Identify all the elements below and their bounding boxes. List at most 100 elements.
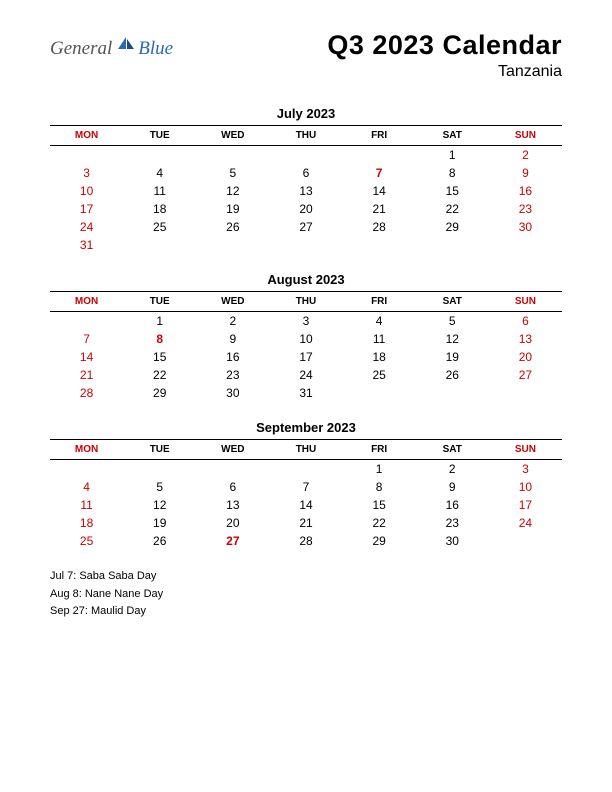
calendar-day-cell: 8 xyxy=(343,478,416,496)
calendar-day-cell: 24 xyxy=(50,218,123,236)
calendar-day-cell: 10 xyxy=(489,478,562,496)
calendar-table: MONTUEWEDTHUFRISATSUN1234567891011121314… xyxy=(50,125,562,254)
calendar-day-cell xyxy=(489,384,562,402)
calendar-day-cell: 16 xyxy=(416,496,489,514)
calendar-day-cell: 27 xyxy=(269,218,342,236)
calendar-day-cell: 14 xyxy=(343,182,416,200)
holiday-list: Jul 7: Saba Saba DayAug 8: Nane Nane Day… xyxy=(50,568,562,621)
calendar-day-cell: 21 xyxy=(269,514,342,532)
calendar-day-cell: 16 xyxy=(196,348,269,366)
calendar-day-cell: 19 xyxy=(416,348,489,366)
calendar-day-cell: 20 xyxy=(489,348,562,366)
calendar-day-cell: 29 xyxy=(123,384,196,402)
calendar-day-cell: 31 xyxy=(50,236,123,254)
page-subtitle: Tanzania xyxy=(327,63,562,81)
calendar-day-cell: 16 xyxy=(489,182,562,200)
calendar-week-row: 10111213141516 xyxy=(50,182,562,200)
calendar-day-cell: 14 xyxy=(269,496,342,514)
calendar-day-cell: 29 xyxy=(343,532,416,550)
calendar-day-cell: 2 xyxy=(489,146,562,165)
day-header: WED xyxy=(196,126,269,146)
day-header: SUN xyxy=(489,126,562,146)
calendar-day-cell: 4 xyxy=(50,478,123,496)
calendar-day-cell: 30 xyxy=(196,384,269,402)
calendar-day-cell xyxy=(196,460,269,479)
calendar-day-cell: 27 xyxy=(196,532,269,550)
calendar-day-cell: 6 xyxy=(196,478,269,496)
day-header: FRI xyxy=(343,126,416,146)
calendar-week-row: 18192021222324 xyxy=(50,514,562,532)
calendar-day-cell xyxy=(196,146,269,165)
calendar-table: MONTUEWEDTHUFRISATSUN1234567891011121314… xyxy=(50,291,562,402)
calendar-day-cell xyxy=(489,236,562,254)
calendar-day-cell xyxy=(50,312,123,331)
calendar-day-cell: 24 xyxy=(269,366,342,384)
day-header: TUE xyxy=(123,126,196,146)
holiday-entry: Aug 8: Nane Nane Day xyxy=(50,586,562,604)
calendar-week-row: 12 xyxy=(50,146,562,165)
calendar-day-cell: 21 xyxy=(343,200,416,218)
title-block: Q3 2023 Calendar Tanzania xyxy=(327,30,562,81)
calendar-day-cell: 10 xyxy=(50,182,123,200)
calendar-day-cell: 7 xyxy=(343,164,416,182)
day-header: SAT xyxy=(416,292,489,312)
day-header: SAT xyxy=(416,126,489,146)
calendar-day-cell: 5 xyxy=(196,164,269,182)
calendar-day-cell: 31 xyxy=(269,384,342,402)
holiday-entry: Jul 7: Saba Saba Day xyxy=(50,568,562,586)
calendar-day-cell: 13 xyxy=(269,182,342,200)
calendar-day-cell: 13 xyxy=(196,496,269,514)
holiday-entry: Sep 27: Maulid Day xyxy=(50,603,562,621)
calendar-day-cell: 22 xyxy=(343,514,416,532)
calendar-day-cell: 3 xyxy=(269,312,342,331)
calendar-day-cell: 4 xyxy=(343,312,416,331)
calendar-day-cell: 7 xyxy=(50,330,123,348)
calendar-day-cell: 29 xyxy=(416,218,489,236)
calendar-day-cell: 5 xyxy=(123,478,196,496)
calendar-day-cell: 3 xyxy=(50,164,123,182)
calendar-day-cell: 26 xyxy=(416,366,489,384)
calendar-day-cell xyxy=(343,384,416,402)
logo-text-general: General xyxy=(50,38,112,60)
calendar-day-cell xyxy=(416,236,489,254)
calendar-day-cell: 15 xyxy=(416,182,489,200)
calendar-day-cell xyxy=(196,236,269,254)
calendar-day-cell: 19 xyxy=(123,514,196,532)
calendar-day-cell: 18 xyxy=(343,348,416,366)
month-title: August 2023 xyxy=(50,272,562,287)
calendar-day-cell: 9 xyxy=(196,330,269,348)
calendar-day-cell: 4 xyxy=(123,164,196,182)
calendar-week-row: 14151617181920 xyxy=(50,348,562,366)
calendar-day-cell: 28 xyxy=(343,218,416,236)
calendar-week-row: 123456 xyxy=(50,312,562,331)
day-header: SAT xyxy=(416,440,489,460)
day-header: TUE xyxy=(123,292,196,312)
calendar-day-cell: 6 xyxy=(489,312,562,331)
calendar-week-row: 11121314151617 xyxy=(50,496,562,514)
calendar-container: July 2023MONTUEWEDTHUFRISATSUN1234567891… xyxy=(50,106,562,550)
calendar-day-cell xyxy=(489,532,562,550)
day-header: WED xyxy=(196,440,269,460)
calendar-day-cell xyxy=(269,236,342,254)
calendar-day-cell: 17 xyxy=(269,348,342,366)
day-header: THU xyxy=(269,292,342,312)
calendar-month: August 2023MONTUEWEDTHUFRISATSUN12345678… xyxy=(50,272,562,402)
calendar-day-cell: 18 xyxy=(123,200,196,218)
day-header: FRI xyxy=(343,440,416,460)
calendar-day-cell: 25 xyxy=(343,366,416,384)
month-title: September 2023 xyxy=(50,420,562,435)
calendar-day-cell: 23 xyxy=(196,366,269,384)
calendar-day-cell: 22 xyxy=(123,366,196,384)
calendar-day-cell: 25 xyxy=(50,532,123,550)
calendar-day-cell: 7 xyxy=(269,478,342,496)
day-header: MON xyxy=(50,126,123,146)
calendar-day-cell: 9 xyxy=(489,164,562,182)
calendar-day-cell: 6 xyxy=(269,164,342,182)
calendar-day-cell: 22 xyxy=(416,200,489,218)
calendar-day-cell: 24 xyxy=(489,514,562,532)
calendar-day-cell: 11 xyxy=(343,330,416,348)
calendar-day-cell: 15 xyxy=(343,496,416,514)
page-title: Q3 2023 Calendar xyxy=(327,30,562,61)
calendar-day-cell xyxy=(123,460,196,479)
calendar-day-cell xyxy=(343,236,416,254)
